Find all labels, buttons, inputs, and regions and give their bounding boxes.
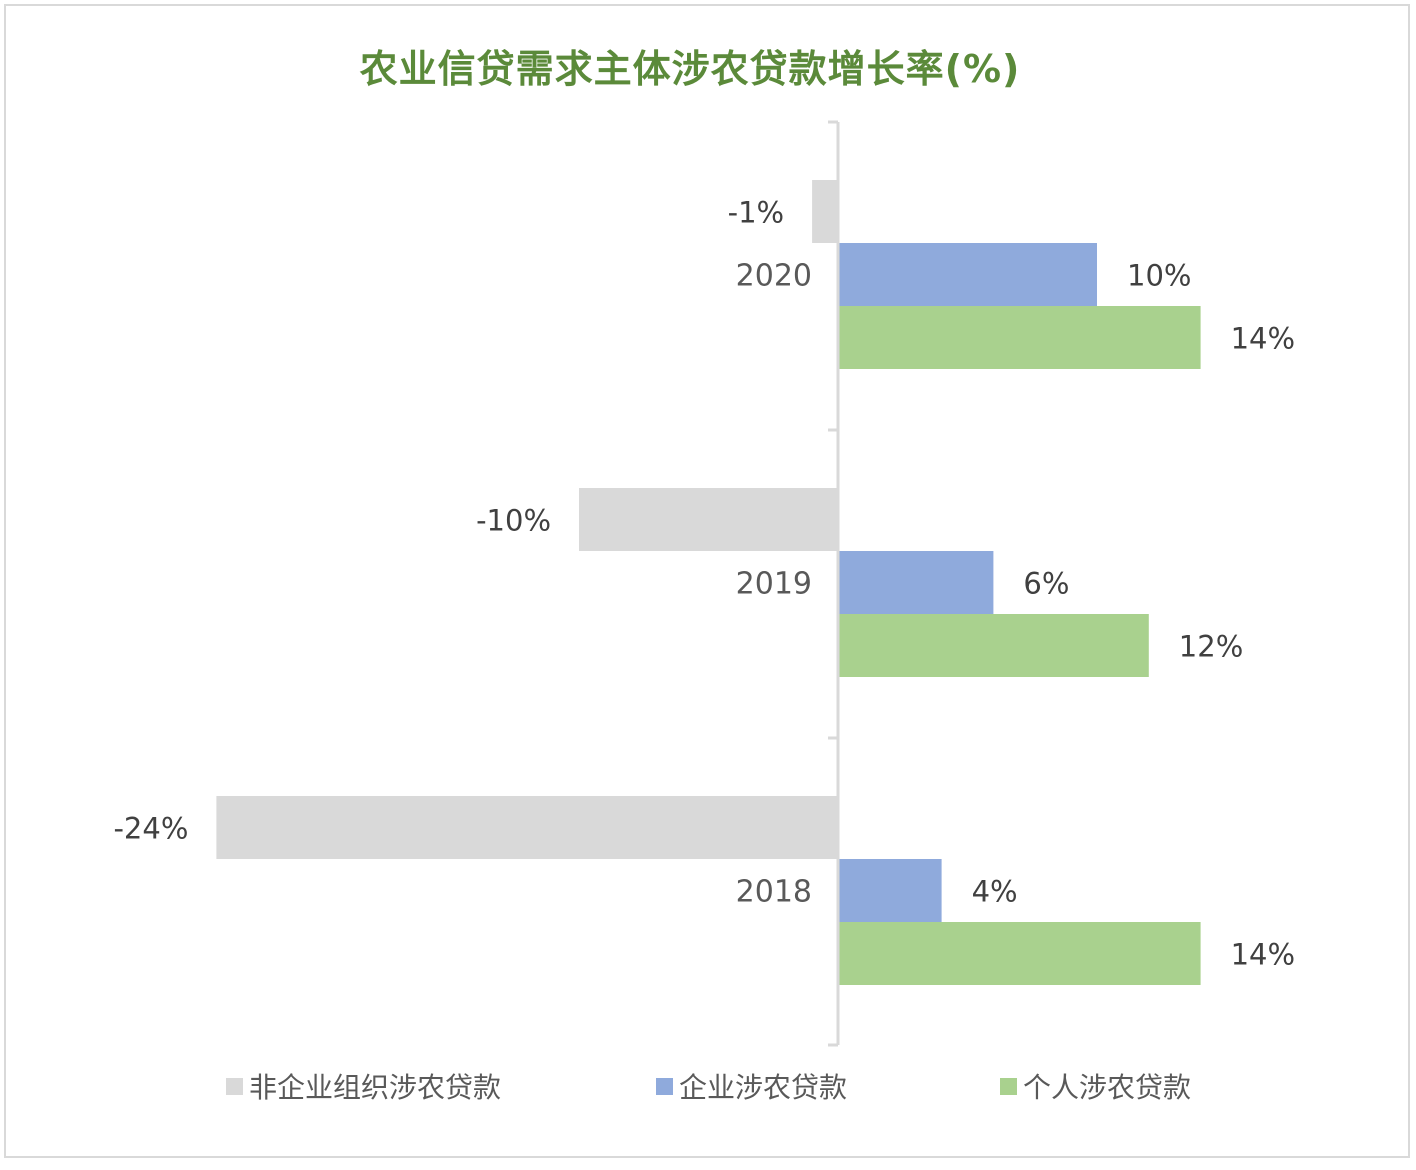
bar <box>812 180 838 243</box>
data-label: 4% <box>972 875 1018 909</box>
chart-title: 农业信贷需求主体涉农贷款增长率(%) <box>359 47 1021 91</box>
bar <box>216 796 838 859</box>
legend-swatch <box>226 1077 243 1095</box>
bar <box>838 859 942 922</box>
bar <box>838 614 1149 677</box>
bar <box>838 306 1201 369</box>
axis-layer <box>828 120 840 1047</box>
category-label: 2018 <box>736 875 812 910</box>
data-label: 12% <box>1179 630 1243 664</box>
bars-layer <box>216 180 1201 985</box>
data-label: 6% <box>1023 567 1069 601</box>
legend-swatch <box>656 1077 673 1095</box>
data-label: -10% <box>476 504 551 538</box>
data-label: 10% <box>1127 259 1191 293</box>
legend-label: 个人涉农贷款 <box>1023 1071 1192 1104</box>
data-label: -24% <box>113 812 188 846</box>
legend-swatch <box>1000 1077 1017 1095</box>
legend-item-individual: 个人涉农贷款 <box>1000 1066 1191 1106</box>
bar <box>838 243 1097 306</box>
legend-label: 非企业组织涉农贷款 <box>249 1071 502 1104</box>
data-label: 14% <box>1231 322 1295 356</box>
category-label: 2019 <box>736 567 812 602</box>
legend-label: 企业涉农贷款 <box>679 1071 848 1104</box>
data-label: 14% <box>1231 938 1295 972</box>
legend-item-non-enterprise: 非企业组织涉农贷款 <box>226 1066 501 1106</box>
labels-layer: -1% 10% 14% 2020 -10% 6% 12% 2019 -24% 4% 14% 2018 <box>113 196 1295 972</box>
bar <box>579 488 838 551</box>
legend-item-enterprise: 企业涉农贷款 <box>656 1066 847 1106</box>
data-label: -1% <box>728 196 784 230</box>
bar <box>838 922 1201 985</box>
bar <box>838 551 994 614</box>
category-label: 2020 <box>736 259 812 294</box>
chart-legend: 非企业组织涉农贷款 企业涉农贷款 个人涉农贷款 <box>0 1066 1416 1110</box>
